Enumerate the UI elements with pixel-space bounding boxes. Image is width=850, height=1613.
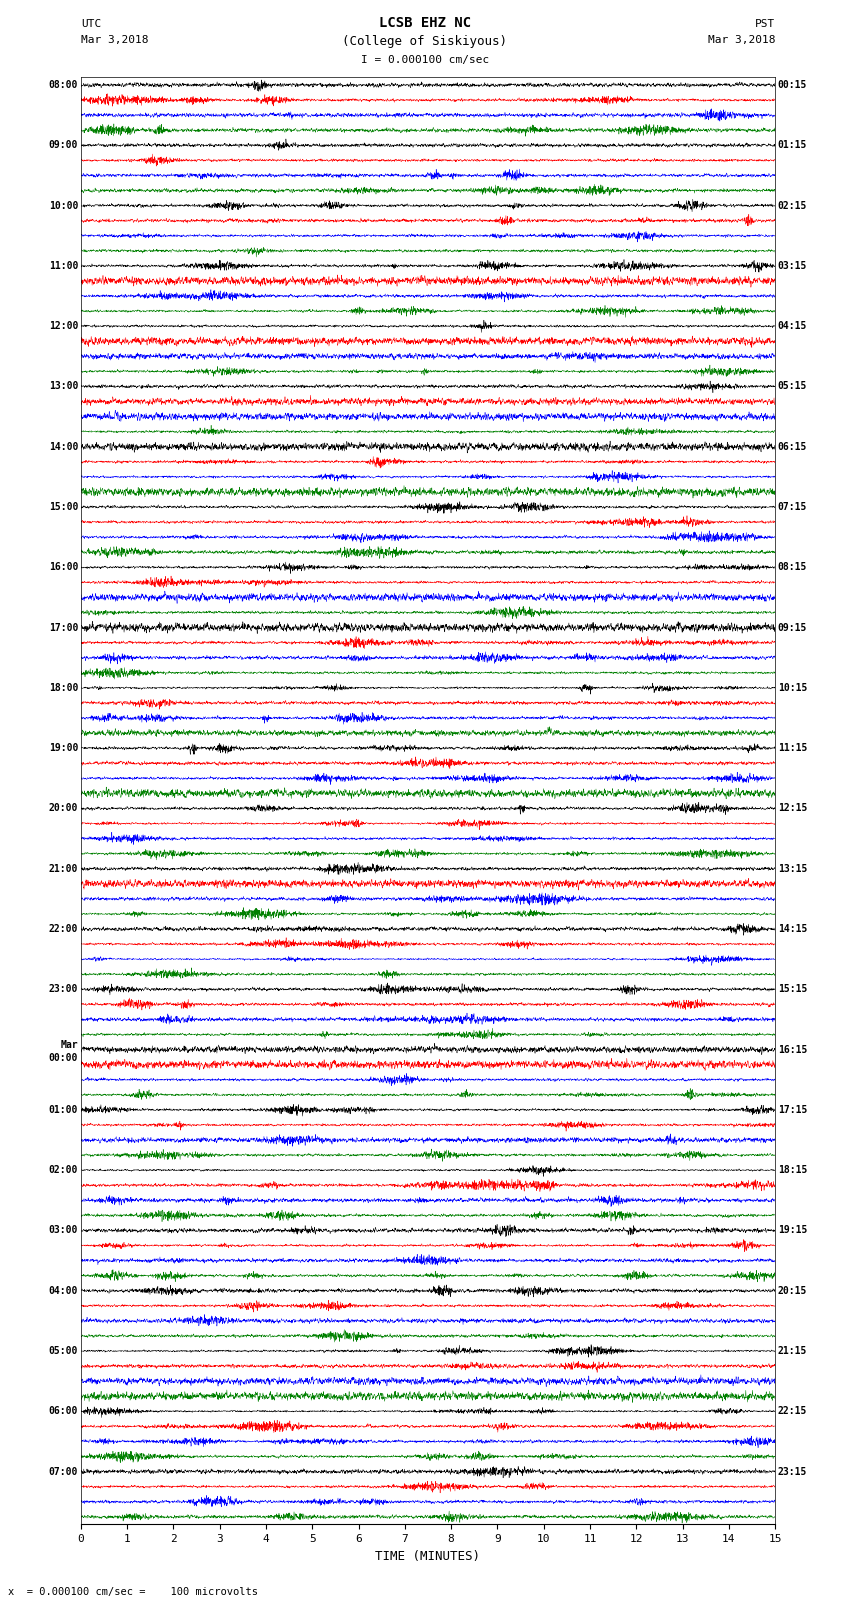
Text: 15:15: 15:15 bbox=[778, 984, 807, 994]
Text: (College of Siskiyous): (College of Siskiyous) bbox=[343, 35, 507, 48]
Text: 10:15: 10:15 bbox=[778, 682, 807, 694]
Text: 00:00: 00:00 bbox=[48, 1053, 78, 1063]
Text: 23:00: 23:00 bbox=[48, 984, 78, 994]
Text: 19:00: 19:00 bbox=[48, 744, 78, 753]
Text: 08:00: 08:00 bbox=[48, 81, 78, 90]
X-axis label: TIME (MINUTES): TIME (MINUTES) bbox=[376, 1550, 480, 1563]
Text: 03:00: 03:00 bbox=[48, 1226, 78, 1236]
Text: 18:00: 18:00 bbox=[48, 682, 78, 694]
Text: 21:00: 21:00 bbox=[48, 863, 78, 874]
Text: 22:00: 22:00 bbox=[48, 924, 78, 934]
Text: 02:00: 02:00 bbox=[48, 1165, 78, 1176]
Text: 08:15: 08:15 bbox=[778, 563, 807, 573]
Text: x  = 0.000100 cm/sec =    100 microvolts: x = 0.000100 cm/sec = 100 microvolts bbox=[8, 1587, 258, 1597]
Text: 04:00: 04:00 bbox=[48, 1286, 78, 1295]
Text: 01:15: 01:15 bbox=[778, 140, 807, 150]
Text: Mar 3,2018: Mar 3,2018 bbox=[708, 35, 775, 45]
Text: 04:15: 04:15 bbox=[778, 321, 807, 331]
Text: 06:00: 06:00 bbox=[48, 1407, 78, 1416]
Text: 12:15: 12:15 bbox=[778, 803, 807, 813]
Text: 03:15: 03:15 bbox=[778, 261, 807, 271]
Text: 15:00: 15:00 bbox=[48, 502, 78, 511]
Text: LCSB EHZ NC: LCSB EHZ NC bbox=[379, 16, 471, 31]
Text: 10:00: 10:00 bbox=[48, 200, 78, 211]
Text: 13:15: 13:15 bbox=[778, 863, 807, 874]
Text: 11:15: 11:15 bbox=[778, 744, 807, 753]
Text: 09:15: 09:15 bbox=[778, 623, 807, 632]
Text: 21:15: 21:15 bbox=[778, 1345, 807, 1357]
Text: 12:00: 12:00 bbox=[48, 321, 78, 331]
Text: 17:15: 17:15 bbox=[778, 1105, 807, 1115]
Text: 07:15: 07:15 bbox=[778, 502, 807, 511]
Text: 05:15: 05:15 bbox=[778, 381, 807, 392]
Text: 06:15: 06:15 bbox=[778, 442, 807, 452]
Text: 20:15: 20:15 bbox=[778, 1286, 807, 1295]
Text: 16:00: 16:00 bbox=[48, 563, 78, 573]
Text: 16:15: 16:15 bbox=[778, 1045, 807, 1055]
Text: Mar 3,2018: Mar 3,2018 bbox=[81, 35, 148, 45]
Text: 05:00: 05:00 bbox=[48, 1345, 78, 1357]
Text: Mar: Mar bbox=[60, 1040, 78, 1050]
Text: PST: PST bbox=[755, 19, 775, 29]
Text: 19:15: 19:15 bbox=[778, 1226, 807, 1236]
Text: UTC: UTC bbox=[81, 19, 101, 29]
Text: 18:15: 18:15 bbox=[778, 1165, 807, 1176]
Text: 09:00: 09:00 bbox=[48, 140, 78, 150]
Text: 20:00: 20:00 bbox=[48, 803, 78, 813]
Text: 02:15: 02:15 bbox=[778, 200, 807, 211]
Text: 14:00: 14:00 bbox=[48, 442, 78, 452]
Text: 01:00: 01:00 bbox=[48, 1105, 78, 1115]
Text: 17:00: 17:00 bbox=[48, 623, 78, 632]
Text: 00:15: 00:15 bbox=[778, 81, 807, 90]
Text: 07:00: 07:00 bbox=[48, 1466, 78, 1476]
Text: 11:00: 11:00 bbox=[48, 261, 78, 271]
Text: 23:15: 23:15 bbox=[778, 1466, 807, 1476]
Text: 14:15: 14:15 bbox=[778, 924, 807, 934]
Text: 22:15: 22:15 bbox=[778, 1407, 807, 1416]
Text: 13:00: 13:00 bbox=[48, 381, 78, 392]
Text: I = 0.000100 cm/sec: I = 0.000100 cm/sec bbox=[361, 55, 489, 65]
